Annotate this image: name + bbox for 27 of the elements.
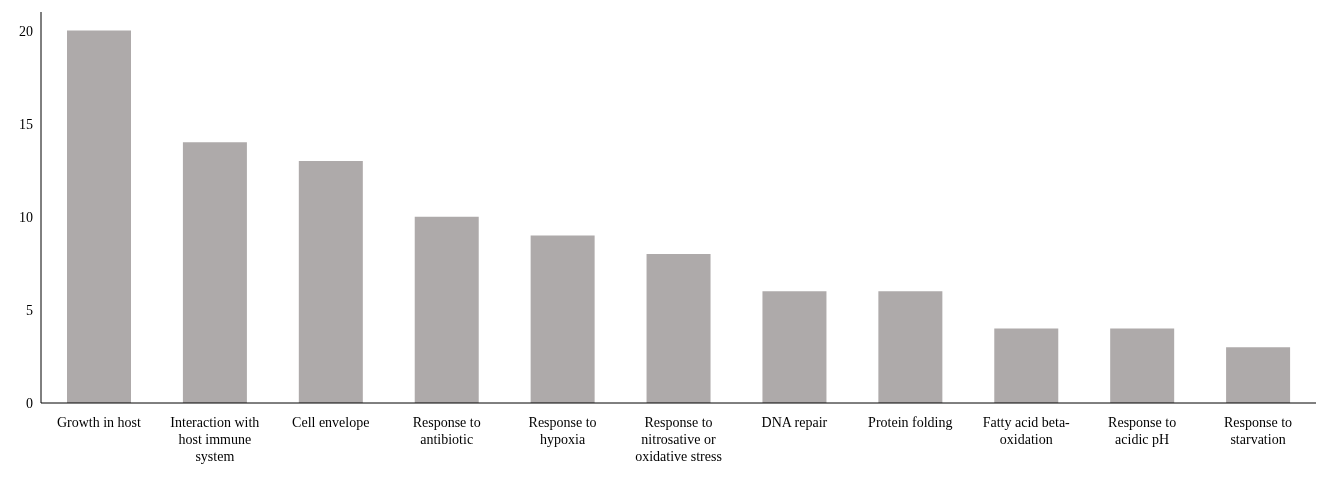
y-tick-label: 20 [19, 23, 33, 39]
y-tick-label: 5 [26, 302, 33, 318]
x-tick-label: Response to hypoxia [528, 415, 597, 447]
bar [994, 328, 1059, 403]
y-tick-label: 0 [26, 395, 33, 411]
bar [1226, 347, 1291, 403]
bar [530, 235, 595, 403]
x-tick-label: Response to nitrosative or oxidative stress [635, 415, 722, 464]
y-tick-label: 10 [19, 209, 33, 225]
bar [414, 216, 479, 403]
x-tick-label: Response to starvation [1224, 415, 1293, 447]
x-tick-label: Fatty acid beta-oxidation [982, 415, 1071, 447]
y-tick-label: 15 [19, 116, 33, 132]
x-tick-label: Cell envelope [292, 415, 370, 430]
bar [298, 160, 363, 403]
bar [1110, 328, 1175, 403]
x-tick-label: Protein folding [868, 415, 953, 430]
x-tick-label: Response to acidic pH [1108, 415, 1177, 447]
x-tick-label: DNA repair [761, 415, 828, 430]
bar [762, 291, 827, 403]
x-tick-label: Response to antibiotic [412, 415, 481, 447]
x-tick-label: Interaction with host immune system [170, 415, 260, 464]
bar [878, 291, 943, 403]
bar [182, 142, 247, 403]
bar [646, 254, 711, 403]
bar [67, 30, 131, 403]
x-tick-label: Growth in host [56, 415, 142, 430]
